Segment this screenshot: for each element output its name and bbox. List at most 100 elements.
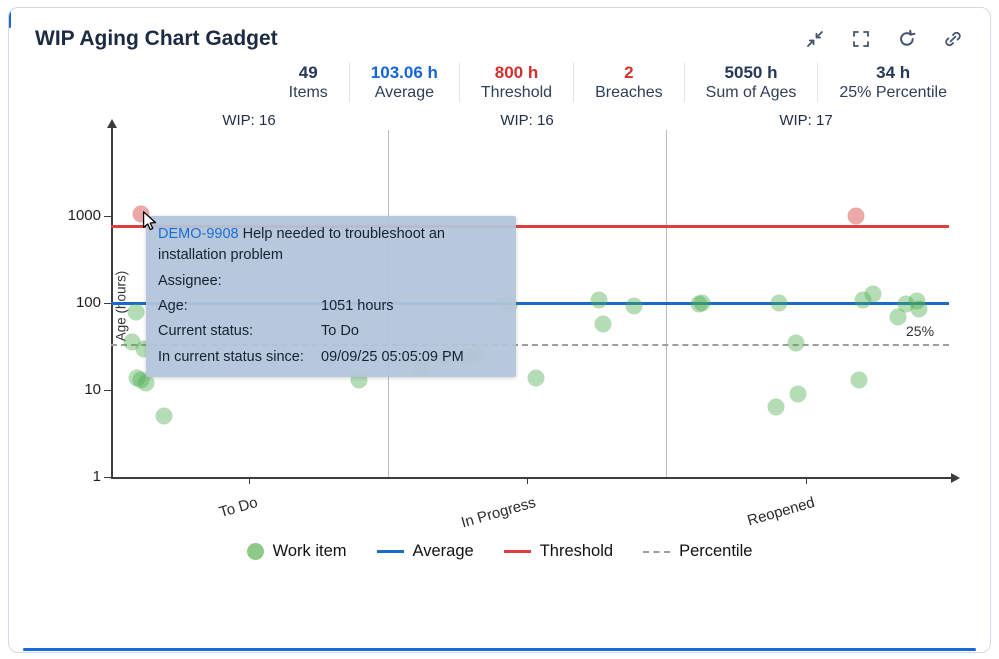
chart-legend: Work item Average Threshold Percentile — [9, 542, 990, 561]
legend-item-work-item[interactable]: Work item — [246, 542, 347, 561]
work-item-tooltip: DEMO-9908 Help needed to troubleshoot an… — [146, 216, 516, 378]
work-item-dot[interactable] — [594, 315, 612, 333]
x-axis-line — [111, 477, 951, 480]
column-label-reopened: Reopened — [745, 494, 817, 530]
stat-label: Items — [288, 84, 328, 102]
legend-swatch-line-icon — [503, 550, 531, 554]
stat-label: Threshold — [480, 84, 553, 102]
work-item-dot[interactable] — [128, 369, 146, 387]
work-item-dot[interactable] — [910, 300, 928, 318]
legend-item-threshold[interactable]: Threshold — [503, 542, 614, 561]
x-axis-tick — [527, 477, 528, 485]
y-axis-tick — [104, 303, 111, 305]
legend-item-average[interactable]: Average — [376, 542, 474, 561]
work-item-dot[interactable] — [889, 308, 907, 326]
stat-breaches: 2 Breaches — [573, 62, 684, 103]
y-axis-tick-label: 1 — [92, 468, 101, 486]
work-item-dot[interactable] — [908, 292, 926, 310]
percentile-line — [111, 344, 949, 346]
x-axis-arrow — [951, 473, 960, 484]
fullscreen-icon — [851, 29, 871, 49]
y-axis-arrow — [107, 119, 117, 129]
legend-item-percentile[interactable]: Percentile — [643, 542, 752, 561]
y-axis-tick — [104, 477, 111, 479]
copy-link-icon — [943, 29, 963, 49]
y-axis-tick — [104, 216, 111, 218]
focus-outline-bottom — [23, 648, 976, 651]
stat-items: 49 Items — [268, 62, 349, 102]
collapse-button[interactable] — [802, 26, 828, 52]
tooltip-label: Age: — [158, 298, 188, 315]
legend-swatch-dashed-icon — [643, 550, 671, 553]
work-item-dot[interactable] — [693, 294, 711, 312]
focus-outline-left — [9, 11, 11, 28]
header-actions — [802, 26, 966, 52]
average-line — [111, 302, 949, 306]
work-item-dot[interactable] — [132, 371, 150, 389]
work-item-dot[interactable] — [137, 374, 155, 392]
work-item-dot[interactable] — [527, 369, 545, 387]
work-item-dot[interactable] — [864, 285, 882, 303]
y-axis-tick — [104, 390, 111, 392]
work-item-dot[interactable] — [854, 291, 871, 309]
stat-average: 103.06 h Average — [348, 62, 459, 103]
tooltip-label: Current status: — [158, 323, 254, 340]
y-axis-tick-label: 1000 — [67, 207, 101, 225]
tooltip-value: To Do — [321, 323, 359, 340]
refresh-button[interactable] — [894, 26, 920, 52]
y-axis-tick-label: 10 — [84, 381, 101, 399]
x-axis-tick — [806, 477, 807, 485]
wip-count-todo: WIP: 16 — [222, 112, 276, 130]
work-item-dot[interactable] — [590, 291, 608, 309]
legend-label: Percentile — [679, 542, 753, 561]
work-item-dot[interactable] — [123, 333, 141, 351]
work-item-dot[interactable] — [155, 407, 173, 425]
y-axis-title: Age (hours) — [113, 270, 129, 342]
legend-swatch-line-icon — [376, 550, 404, 554]
tooltip-summary: DEMO-9908 Help needed to troubleshoot an… — [158, 224, 504, 265]
work-item-dot[interactable] — [690, 295, 708, 313]
breach-work-item-dot[interactable] — [847, 207, 865, 225]
copy-link-button[interactable] — [940, 26, 966, 52]
tooltip-fields: Assignee: Age: 1051 hours Current status… — [158, 271, 504, 367]
tooltip-label: In current status since: — [158, 348, 304, 365]
gadget-header: WIP Aging Chart Gadget — [9, 8, 990, 54]
x-axis-tick — [249, 477, 250, 485]
stat-value: 34 h — [876, 63, 911, 82]
tooltip-value: 09/09/25 05:05:09 PM — [321, 348, 464, 365]
column-label-inprogress: In Progress — [459, 494, 538, 532]
stat-label: 25% Percentile — [839, 84, 947, 102]
stat-25-percentile: 34 h 25% Percentile — [817, 62, 968, 103]
stat-value: 5050 h — [724, 63, 778, 82]
work-item-dot[interactable] — [767, 398, 785, 416]
stat-label: Sum of Ages — [705, 84, 797, 102]
threshold-line — [111, 224, 949, 228]
work-item-dot[interactable] — [770, 294, 788, 312]
wip-aging-gadget: WIP Aging Chart Gadget — [8, 7, 991, 653]
work-item-dot[interactable] — [127, 303, 145, 321]
issue-key-link[interactable]: DEMO-9908 — [158, 226, 239, 243]
stat-threshold: 800 h Threshold — [458, 62, 573, 103]
work-item-dot[interactable] — [787, 334, 805, 352]
legend-label: Threshold — [539, 542, 614, 561]
wip-count-reopened: WIP: 17 — [779, 112, 833, 130]
stats-row: 49 Items 103.06 h Average 800 h Threshold 2 Bre… — [9, 54, 990, 103]
work-item-dot[interactable] — [625, 297, 643, 315]
wip-aging-chart: WIP: 16 WIP: 16 WIP: 17 Age (hours) To D… — [9, 106, 990, 532]
work-item-dot[interactable] — [789, 385, 807, 403]
wip-count-inprogress: WIP: 16 — [500, 112, 554, 130]
legend-swatch-dot-icon — [246, 543, 264, 561]
stat-label: Breaches — [595, 84, 663, 102]
y-axis-tick-label: 100 — [75, 294, 101, 312]
stat-value: 2 — [624, 63, 634, 82]
page-title: WIP Aging Chart Gadget — [35, 27, 278, 50]
work-item-dot[interactable] — [850, 371, 868, 389]
tooltip-label: Assignee: — [158, 272, 222, 289]
stat-value: 49 — [298, 63, 318, 82]
work-item-dot[interactable] — [897, 295, 915, 313]
stat-value: 103.06 h — [370, 63, 438, 82]
legend-label: Work item — [272, 542, 347, 561]
legend-label: Average — [412, 542, 474, 561]
fullscreen-button[interactable] — [848, 26, 874, 52]
collapse-icon — [805, 29, 825, 49]
